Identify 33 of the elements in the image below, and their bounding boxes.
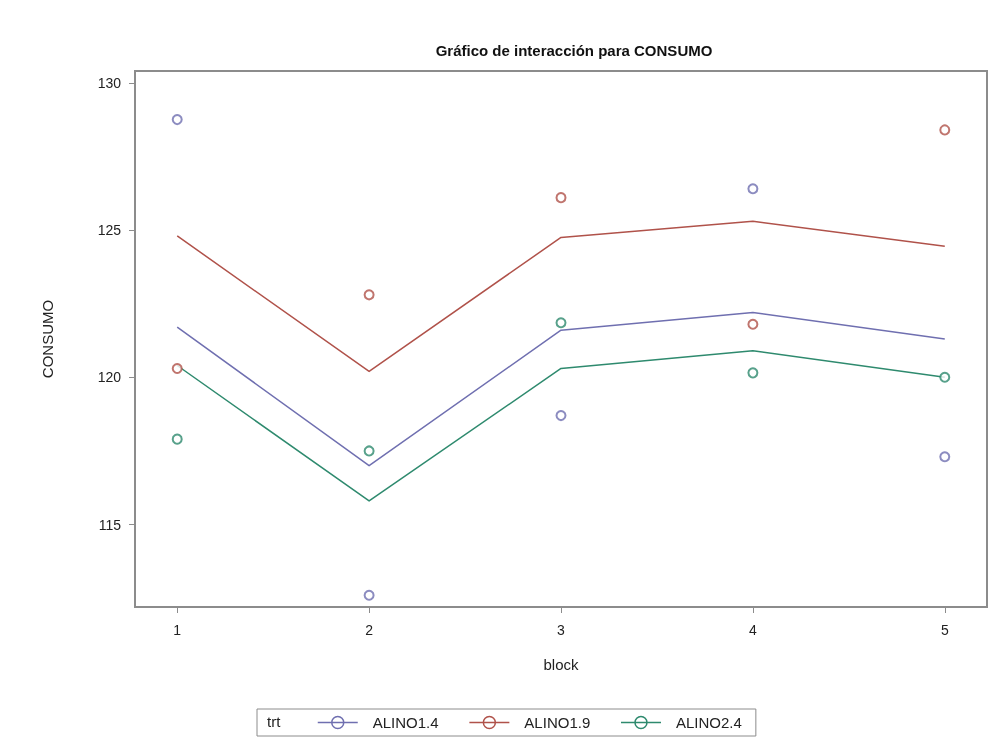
point [363, 445, 375, 457]
point [171, 433, 183, 445]
legend-title: trt [267, 713, 282, 730]
line-series [176, 311, 946, 467]
point [171, 362, 183, 374]
line-series [176, 220, 946, 373]
y-tick-label: 125 [97, 222, 122, 239]
chart-title: Gráfico de interacción para CONSUMO [435, 42, 713, 59]
point [747, 367, 759, 379]
y-tick-label: 120 [97, 369, 122, 386]
point [939, 451, 951, 463]
x-axis-title: block [543, 656, 579, 673]
point [939, 371, 951, 383]
y-tick-label: 130 [97, 74, 122, 91]
x-tick-label: 4 [748, 622, 757, 638]
point [555, 317, 567, 329]
point [939, 124, 951, 136]
point [555, 410, 567, 422]
x-tick-label: 1 [173, 622, 182, 638]
y-axis-title: CONSUMO [39, 299, 56, 379]
point [363, 289, 375, 301]
point [171, 114, 183, 126]
x-tick-label: 2 [365, 622, 374, 638]
x-tick-label: 5 [940, 622, 949, 638]
point [747, 318, 759, 330]
legend-label: ALINO1.9 [524, 714, 591, 731]
legend-label: ALINO2.4 [675, 714, 742, 731]
y-tick-label: 115 [98, 516, 122, 533]
legend-label: ALINO1.4 [372, 714, 439, 731]
point [363, 589, 375, 601]
point [555, 192, 567, 204]
point [747, 183, 759, 195]
x-tick-label: 3 [557, 622, 566, 638]
